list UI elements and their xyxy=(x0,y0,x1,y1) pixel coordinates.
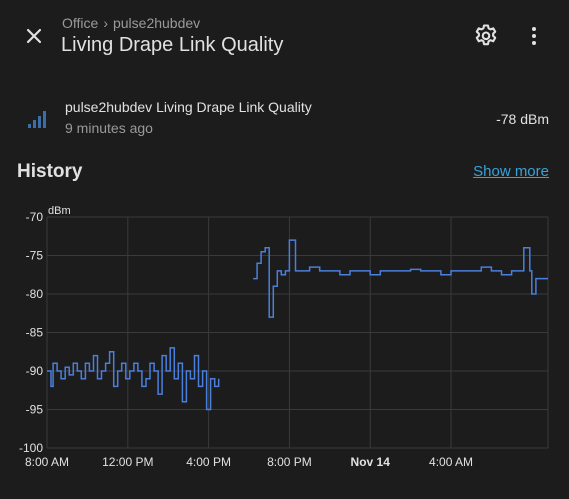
chart-grid xyxy=(46,216,549,449)
more-menu-button[interactable] xyxy=(520,22,548,50)
x-tick-label: 4:00 PM xyxy=(186,455,231,469)
breadcrumb: Office › pulse2hubdev xyxy=(62,15,200,31)
show-more-link[interactable]: Show more xyxy=(473,163,549,180)
x-tick-label: 8:00 AM xyxy=(25,455,69,469)
y-tick-label: -80 xyxy=(26,287,44,301)
x-tick-label: 12:00 PM xyxy=(102,455,153,469)
x-axis-ticks: 8:00 AM 12:00 PM 4:00 PM 8:00 PM Nov 14 4:00 … xyxy=(25,455,473,469)
more-vertical-icon xyxy=(532,27,536,45)
y-tick-label: -85 xyxy=(26,326,44,340)
dialog-title: Living Drape Link Quality xyxy=(61,34,284,56)
breadcrumb-device: pulse2hubdev xyxy=(112,15,201,31)
entity-name: pulse2hubdev Living Drape Link Quality xyxy=(65,99,312,115)
entity-state: -78 dBm xyxy=(496,111,549,127)
history-heading: History xyxy=(17,161,83,182)
y-axis-ticks: -70 -75 -80 -85 -90 -95 -100 xyxy=(19,210,43,455)
breadcrumb-separator: › xyxy=(103,15,108,31)
close-button[interactable] xyxy=(18,20,50,52)
y-tick-label: -90 xyxy=(26,364,44,378)
signal-cellular-icon xyxy=(28,111,46,128)
x-tick-label: Nov 14 xyxy=(351,455,391,469)
close-icon xyxy=(26,28,42,44)
entity-last-changed: 9 minutes ago xyxy=(65,120,153,136)
y-axis-label: dBm xyxy=(48,205,71,217)
entity-row[interactable]: pulse2hubdev Living Drape Link Quality 9… xyxy=(0,92,569,148)
x-tick-label: 4:00 AM xyxy=(429,455,473,469)
series-line xyxy=(253,239,548,318)
settings-button[interactable] xyxy=(472,22,500,50)
y-tick-label: -100 xyxy=(19,441,43,455)
x-tick-label: 8:00 PM xyxy=(267,455,312,469)
y-tick-label: -70 xyxy=(26,210,44,224)
history-chart: dBm -70 -75 -80 -85 -90 -95 -100 8:00 AM 12:00 … xyxy=(19,205,549,469)
dialog-header: Office › pulse2hubdev Living Drape Link Qu… xyxy=(0,0,569,72)
gear-icon xyxy=(475,24,497,46)
y-tick-label: -75 xyxy=(26,249,44,263)
series-line xyxy=(47,347,220,411)
chart-series xyxy=(47,239,548,411)
y-tick-label: -95 xyxy=(26,403,44,417)
breadcrumb-area: Office xyxy=(62,15,99,31)
